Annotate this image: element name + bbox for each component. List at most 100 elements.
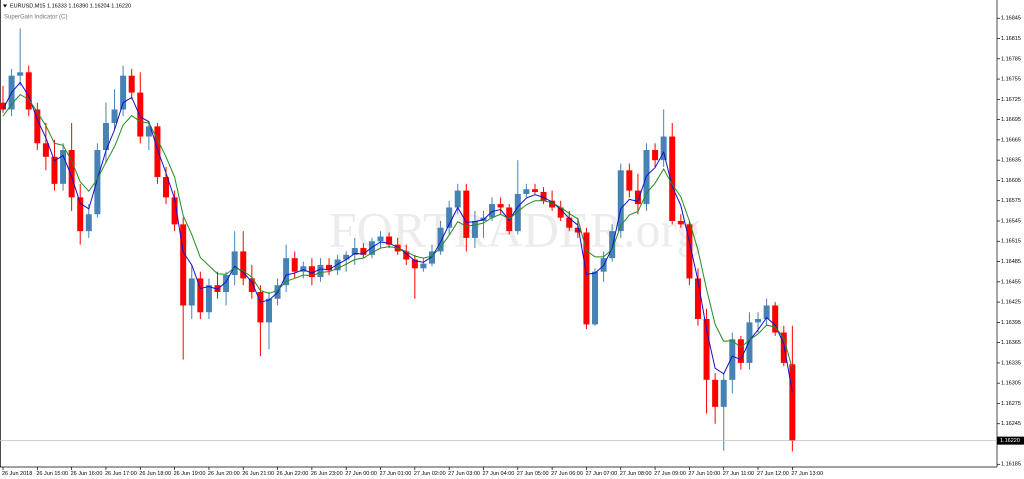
candle-body <box>377 236 384 242</box>
candle-body <box>514 193 521 232</box>
menu-arrow[interactable] <box>3 4 7 8</box>
candle-body <box>763 305 770 319</box>
y-tick-label: 1.16725 <box>1001 97 1021 103</box>
candle-body <box>265 298 272 323</box>
candle-body <box>257 291 264 323</box>
x-tick-label: 27 Jun 11:00 <box>723 471 754 477</box>
x-tick-label: 27 Jun 09:00 <box>654 471 686 477</box>
x-tick-label: 27 Jun 00:00 <box>345 471 377 477</box>
y-tick-label: 1.16815 <box>1001 36 1021 42</box>
candle-body <box>291 258 298 272</box>
y-tick-label: 1.16485 <box>1001 259 1021 265</box>
x-tick-label: 26 Jun 20:00 <box>208 471 240 477</box>
x-tick-label: 27 Jun 13:00 <box>791 471 823 477</box>
candle-body <box>720 379 727 407</box>
y-tick-label: 1.16305 <box>1001 381 1021 387</box>
y-tick-label: 1.16545 <box>1001 218 1021 224</box>
candle-body <box>205 285 212 313</box>
y-tick-label: 1.16845 <box>1001 16 1021 22</box>
candle-body <box>188 278 195 306</box>
x-tick-label: 26 Jun 18:00 <box>139 471 171 477</box>
y-tick-label: 1.16185 <box>1001 462 1021 468</box>
candle-body <box>609 231 616 259</box>
candle-body <box>154 126 161 178</box>
candle-body <box>437 227 444 252</box>
x-tick-label: 26 Jun 23:00 <box>311 471 343 477</box>
candle-body <box>231 251 238 276</box>
candle-body <box>128 75 135 93</box>
y-tick-label: 1.16425 <box>1001 300 1021 306</box>
candle-body <box>694 278 701 319</box>
candle-body <box>34 109 41 144</box>
candle-body <box>463 190 470 238</box>
candle-body <box>102 123 109 151</box>
candle-body <box>686 224 693 279</box>
candle-body <box>240 251 247 279</box>
candle-body <box>429 251 435 264</box>
candle-body <box>386 236 393 245</box>
candle-body <box>566 217 573 228</box>
x-tick-label: 27 Jun 02:00 <box>414 471 446 477</box>
x-tick-label: 27 Jun 01:00 <box>380 471 412 477</box>
candle-body <box>634 190 641 205</box>
candle-body <box>343 254 350 260</box>
x-tick-label: 26 Jun 17:00 <box>105 471 137 477</box>
candle-body <box>248 278 255 292</box>
chart-title: EURUSD,M15 1.16333 1.16390 1.16204 1.162… <box>10 3 131 9</box>
candle-body <box>420 263 427 269</box>
candle-body <box>411 259 418 269</box>
x-tick-label: 27 Jun 04:00 <box>482 471 514 477</box>
candle-body <box>574 227 581 233</box>
candle-body <box>626 170 633 191</box>
candle-body <box>755 318 762 323</box>
candle-body <box>163 177 170 198</box>
y-tick-label: 1.16755 <box>1001 77 1021 83</box>
y-tick-label: 1.16335 <box>1001 360 1021 366</box>
candle-body <box>549 200 556 208</box>
candle-body <box>317 264 324 278</box>
y-tick-label: 1.16245 <box>1001 421 1021 427</box>
candle-body <box>77 197 84 232</box>
candle-body <box>712 379 719 407</box>
candle-body <box>669 136 676 221</box>
candle-body <box>471 220 478 238</box>
indicator-name: SuperGain Indicator (C) <box>4 15 67 21</box>
x-tick-label: 26 Jun 16:00 <box>71 471 103 477</box>
x-tick-label: 27 Jun 12:00 <box>757 471 789 477</box>
candle-body <box>145 126 152 137</box>
candle-body <box>326 264 333 271</box>
candle-body <box>746 322 753 363</box>
candle-body <box>197 278 204 313</box>
y-tick-label: 1.16575 <box>1001 198 1021 204</box>
y-tick-label: 1.16365 <box>1001 340 1021 346</box>
candle-body <box>446 207 453 228</box>
indicator-line <box>2 93 793 370</box>
candle-body <box>25 72 32 110</box>
current-price-label: 1.16220 <box>1000 438 1020 444</box>
y-tick-label: 1.16785 <box>1001 56 1021 62</box>
y-tick-label: 1.16275 <box>1001 401 1021 407</box>
candle-body <box>583 232 590 325</box>
candle-body <box>120 75 127 110</box>
candle-body <box>111 109 118 124</box>
candle-body <box>171 197 178 225</box>
candle-body <box>729 339 736 380</box>
candle-body <box>368 241 375 255</box>
x-tick-label: 26 Jun 2018 <box>2 471 32 477</box>
candle-body <box>300 266 307 272</box>
candle-body <box>137 92 144 137</box>
x-tick-label: 26 Jun 15:00 <box>36 471 68 477</box>
x-tick-label: 26 Jun 19:00 <box>174 471 206 477</box>
candle-body <box>51 156 58 184</box>
candle-body <box>60 150 67 184</box>
candle-body <box>497 204 504 208</box>
candle-body <box>540 191 547 201</box>
candle-body <box>334 259 341 271</box>
candle-body <box>703 318 710 380</box>
x-tick-label: 26 Jun 21:00 <box>242 471 274 477</box>
candle-body <box>531 189 538 192</box>
candle-body <box>780 332 787 363</box>
